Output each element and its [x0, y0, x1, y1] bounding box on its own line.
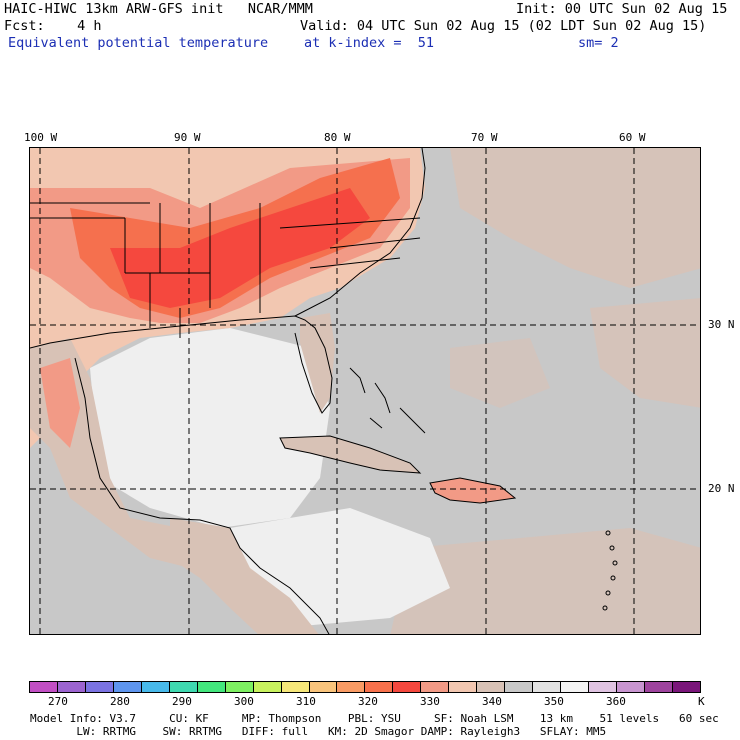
lon-label-60w: 60 W — [619, 131, 646, 144]
colorbar-swatch — [281, 682, 310, 692]
colorbar-swatch — [253, 682, 282, 692]
model-info-line2: LW: RRTMG SW: RRTMG DIFF: full KM: 2D Sm… — [30, 725, 607, 738]
colorbar-swatch — [672, 682, 700, 692]
land-red — [110, 188, 370, 308]
colorbar-swatch — [393, 682, 422, 692]
lon-label-70w: 70 W — [471, 131, 498, 144]
atlantic-tan-north — [450, 148, 700, 288]
colorbar-swatch — [141, 682, 170, 692]
model-title: HAIC-HIWC 13km ARW-GFS init NCAR/MMM — [4, 1, 313, 17]
level-index: at k-index = 51 — [304, 35, 435, 51]
colorbar-swatch — [561, 682, 590, 692]
colorbar — [29, 681, 701, 693]
forecast-hour: Fcst: 4 h — [4, 18, 102, 34]
central-america-land — [170, 518, 319, 634]
colorbar-swatch — [113, 682, 142, 692]
atlantic-tan-east — [590, 298, 700, 408]
colorbar-swatch — [449, 682, 478, 692]
smoothing: sm= 2 — [578, 35, 619, 51]
colorbar-label-290: 290 — [172, 695, 192, 708]
colorbar-swatch — [57, 682, 86, 692]
weather-map — [29, 147, 701, 635]
atlantic-tan-mid — [450, 338, 550, 408]
lon-label-80w: 80 W — [324, 131, 351, 144]
hispaniola-island — [429, 477, 517, 504]
colorbar-swatch — [505, 682, 534, 692]
gulf-light — [90, 328, 330, 528]
colorbar-label-350: 350 — [544, 695, 564, 708]
colorbar-swatch — [421, 682, 450, 692]
mexico-salmon — [40, 358, 80, 448]
colorbar-unit: K — [698, 695, 705, 708]
lat-label-30n: 30 N — [708, 318, 735, 331]
weather-map-icon — [30, 148, 700, 634]
colorbar-swatch — [644, 682, 673, 692]
colorbar-swatch — [169, 682, 198, 692]
colorbar-swatch — [30, 682, 58, 692]
colorbar-swatch — [85, 682, 114, 692]
lesser-antilles — [602, 530, 618, 611]
bahamas-islands — [349, 367, 426, 434]
colorbar-swatch — [533, 682, 562, 692]
caribbean-tan — [390, 528, 700, 634]
colorbar-swatch — [365, 682, 394, 692]
colorbar-swatch — [309, 682, 338, 692]
colorbar-label-360: 360 — [606, 695, 626, 708]
colorbar-swatch — [589, 682, 618, 692]
mexico-coastline — [74, 357, 330, 634]
lon-label-90w: 90 W — [174, 131, 201, 144]
colorbar-label-330: 330 — [420, 695, 440, 708]
colorbar-swatch — [197, 682, 226, 692]
colorbar-label-280: 280 — [110, 695, 130, 708]
cuba-island — [279, 435, 422, 474]
state-boundaries — [30, 202, 421, 338]
lon-label-100w: 100 W — [24, 131, 58, 144]
east-coastline — [294, 148, 426, 317]
field-name: Equivalent potential temperature — [8, 35, 269, 51]
colorbar-label-300: 300 — [234, 695, 254, 708]
graticule — [30, 148, 700, 634]
lat-label-20n: 20 N — [708, 482, 735, 495]
model-info-line1: Model Info: V3.7 CU: KF MP: Thompson PBL… — [30, 712, 719, 725]
florida-land — [300, 313, 335, 413]
colorbar-label-340: 340 — [482, 695, 502, 708]
init-time: Init: 00 UTC Sun 02 Aug 15 — [516, 1, 728, 17]
colorbar-swatch — [225, 682, 254, 692]
colorbar-label-320: 320 — [358, 695, 378, 708]
colorbar-swatch — [337, 682, 366, 692]
colorbar-swatch — [477, 682, 506, 692]
colorbar-swatch — [617, 682, 645, 692]
mexico-land — [30, 338, 230, 568]
colorbar-label-270: 270 — [48, 695, 68, 708]
valid-time: Valid: 04 UTC Sun 02 Aug 15 (02 LDT Sun … — [300, 18, 707, 34]
colorbar-label-310: 310 — [296, 695, 316, 708]
